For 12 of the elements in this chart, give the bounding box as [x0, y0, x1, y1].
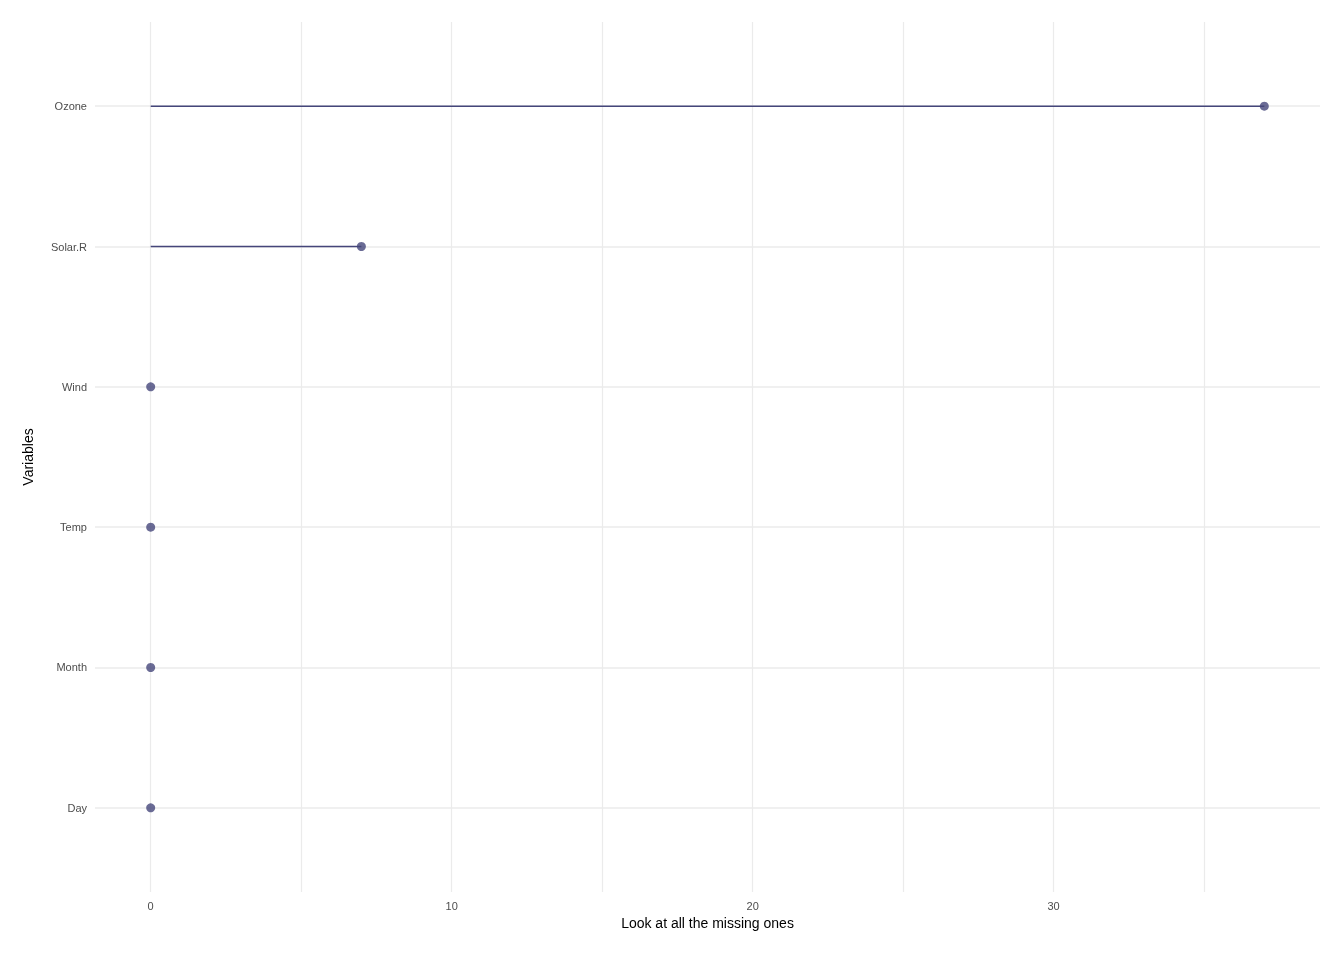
x-tick-label: 20: [746, 899, 759, 912]
y-tick-label: Ozone: [54, 100, 87, 113]
y-axis-title: Variables: [20, 428, 36, 486]
x-tick-label: 10: [445, 899, 458, 912]
y-tick-label: Day: [67, 801, 88, 814]
y-tick-label: Solar.R: [50, 240, 88, 253]
y-tick-label: Temp: [60, 521, 87, 534]
x-tick-label: 30: [1047, 899, 1060, 912]
x-tick-label: 0: [147, 899, 154, 912]
x-axis-title: Look at all the missing ones: [621, 914, 794, 931]
y-tick-label: Month: [56, 661, 87, 674]
y-tick-label: Wind: [61, 380, 87, 393]
